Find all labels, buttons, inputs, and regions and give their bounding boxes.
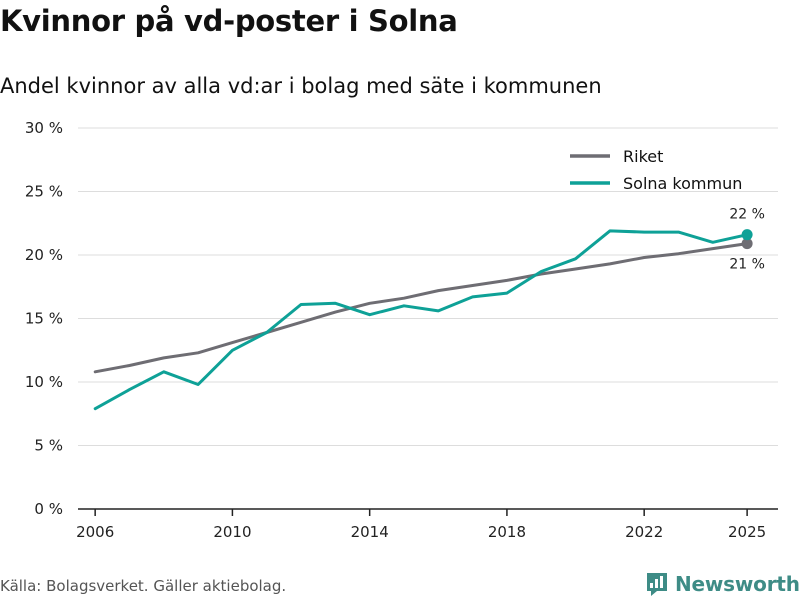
end-label-riket: 21 %: [729, 257, 765, 273]
y-tick-label: 30 %: [25, 119, 63, 137]
series-line-riket: [93, 242, 749, 374]
legend-label-riket: Riket: [623, 147, 663, 166]
y-tick-label: 25 %: [25, 183, 63, 201]
source-note: Källa: Bolagsverket. Gäller aktiebolag.: [0, 577, 287, 595]
x-tick-label: 2010: [213, 523, 251, 541]
legend-label-solna-kommun: Solna kommun: [623, 174, 742, 193]
x-tick-label: 2018: [488, 523, 526, 541]
end-point-riket: [741, 238, 753, 250]
x-tick-label: 2006: [76, 523, 114, 541]
y-tick-label: 15 %: [25, 310, 63, 328]
chart-subtitle: Andel kvinnor av alla vd:ar i bolag med …: [0, 74, 602, 98]
y-tick-label: 10 %: [25, 373, 63, 391]
x-tick-label: 2022: [625, 523, 663, 541]
end-point-solna-kommun: [741, 229, 753, 241]
chart-title: Kvinnor på vd-poster i Solna: [0, 4, 458, 38]
axis-layer: 0 % 5 % 10 % 15 % 20 % 25 % 30 % 2006 2010 2014 20…: [25, 119, 778, 541]
brand-name: Newsworthy: [675, 572, 800, 596]
series-layer: [93, 229, 753, 411]
brand-logo[interactable]: Newsworthy: [645, 569, 800, 599]
y-tick-label: 0 %: [34, 500, 63, 518]
y-tick-label: 20 %: [25, 246, 63, 264]
x-tick-label: 2025: [728, 523, 766, 541]
x-tick-label: 2014: [351, 523, 389, 541]
label-layer: 22 % 21 %: [729, 207, 765, 273]
newsworthy-logo-icon: [647, 573, 667, 596]
y-tick-label: 5 %: [34, 437, 63, 455]
series-line-solna-kommun: [93, 229, 749, 411]
legend: Riket Solna kommun: [570, 147, 742, 193]
end-label-solna-kommun: 22 %: [729, 207, 765, 223]
